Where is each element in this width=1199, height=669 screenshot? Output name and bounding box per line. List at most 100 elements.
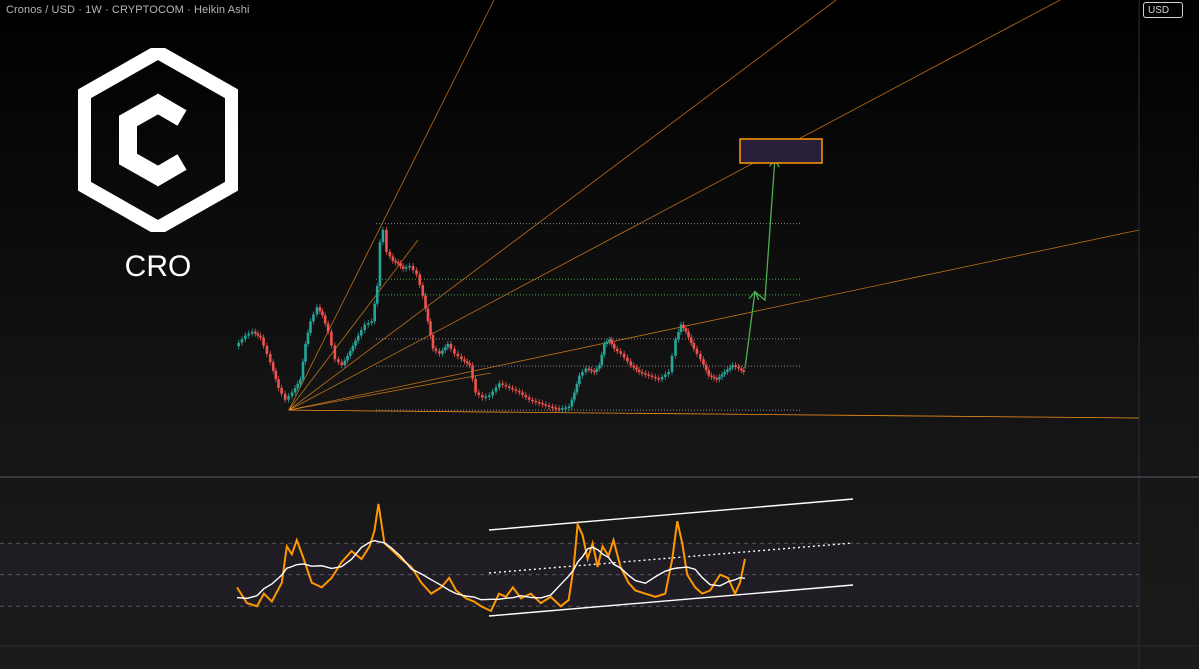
- candle: [695, 348, 699, 354]
- candle: [290, 392, 294, 397]
- candle: [304, 343, 307, 362]
- candle: [531, 399, 534, 402]
- fan-baseline: [288, 409, 1140, 419]
- candle: [299, 379, 302, 384]
- candle: [537, 401, 541, 404]
- candle: [498, 383, 501, 388]
- candle: [581, 372, 584, 376]
- candle: [323, 315, 327, 324]
- candle: [265, 345, 269, 354]
- candle: [687, 331, 690, 338]
- candle: [463, 359, 466, 362]
- candle: [595, 368, 599, 372]
- chart-header: Cronos / USD · 1W · CRYPTOCOM · Heikin A…: [6, 4, 250, 16]
- candle: [644, 373, 647, 375]
- candle: [283, 393, 287, 400]
- candle: [287, 396, 290, 400]
- candle: [667, 371, 670, 375]
- candle: [418, 274, 422, 286]
- candle: [429, 321, 432, 336]
- candle: [340, 362, 344, 366]
- candle: [567, 406, 571, 409]
- candle: [527, 397, 531, 400]
- candle: [256, 333, 260, 336]
- candle: [684, 328, 688, 332]
- candle: [610, 339, 614, 345]
- channel-middle: [488, 542, 854, 574]
- candle: [385, 229, 388, 252]
- candle: [629, 361, 633, 366]
- candle: [404, 267, 408, 269]
- candle: [421, 285, 425, 296]
- candle: [277, 379, 280, 388]
- candle: [704, 364, 708, 371]
- candle: [551, 406, 554, 409]
- candle: [554, 407, 558, 409]
- candle: [268, 353, 272, 363]
- candle: [441, 350, 444, 354]
- fan-line: [288, 0, 1061, 411]
- candle: [517, 390, 521, 393]
- fan-line: [288, 0, 495, 411]
- candle: [720, 374, 724, 377]
- candle: [315, 307, 319, 315]
- candle: [715, 378, 719, 380]
- candle: [373, 303, 377, 322]
- candle: [504, 384, 508, 387]
- candle: [280, 387, 283, 394]
- candle: [598, 365, 601, 369]
- candle: [301, 361, 305, 380]
- candle: [460, 356, 463, 360]
- candle: [354, 340, 357, 346]
- candle: [679, 324, 683, 333]
- candle: [511, 387, 514, 390]
- candle: [521, 392, 524, 395]
- candle: [446, 343, 450, 348]
- candle: [587, 368, 591, 370]
- rsi-pane: [0, 498, 1139, 617]
- candle: [259, 335, 262, 338]
- candle: [622, 353, 626, 358]
- candle: [346, 355, 349, 361]
- candle: [484, 396, 488, 399]
- candle: [366, 323, 370, 325]
- candle: [312, 314, 315, 322]
- candle: [707, 370, 711, 376]
- candle: [699, 353, 702, 360]
- candle: [737, 366, 740, 369]
- candle: [434, 348, 438, 352]
- candle: [734, 365, 737, 367]
- candle: [274, 370, 278, 380]
- currency-button[interactable]: USD: [1143, 2, 1183, 18]
- candle: [682, 324, 685, 329]
- candle: [262, 337, 265, 346]
- candle: [654, 376, 657, 379]
- candle: [477, 392, 481, 396]
- candle: [465, 361, 469, 364]
- candle: [471, 365, 474, 379]
- candle: [449, 343, 453, 349]
- channel-upper: [488, 498, 854, 531]
- price-pane: [237, 0, 1140, 419]
- candle: [296, 383, 300, 389]
- candle: [637, 369, 641, 372]
- altszn-box: [739, 138, 823, 164]
- candle: [411, 265, 415, 271]
- candle: [689, 337, 693, 343]
- candle: [378, 242, 382, 286]
- candle: [501, 383, 504, 385]
- candle: [399, 263, 402, 267]
- candle: [664, 374, 667, 377]
- candle: [474, 378, 477, 393]
- candle: [710, 375, 713, 378]
- candle: [491, 391, 494, 396]
- candle: [632, 365, 636, 368]
- candle: [723, 371, 727, 375]
- candle: [573, 392, 576, 400]
- candle: [541, 403, 544, 405]
- candle: [561, 408, 564, 410]
- candle: [507, 386, 511, 388]
- candle: [326, 323, 330, 332]
- candle: [468, 363, 472, 366]
